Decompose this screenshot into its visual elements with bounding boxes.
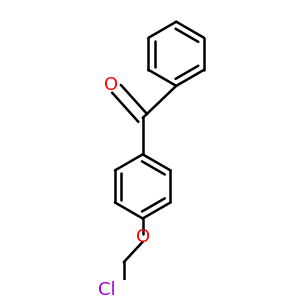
Text: Cl: Cl (98, 281, 116, 299)
Text: O: O (104, 76, 118, 94)
Text: O: O (136, 228, 150, 246)
